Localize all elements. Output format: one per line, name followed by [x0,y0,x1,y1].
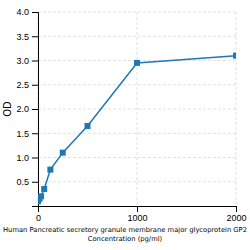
y-axis: 0.5 1.0 1.5 2.0 2.5 3.0 3.5 4.0 [16,7,38,206]
tick-mark [32,12,38,13]
tick-label: 2000 [226,213,246,223]
marker [85,123,91,129]
tick-label: 3.0 [16,56,29,66]
tick-label: 1.5 [16,129,29,139]
tick: 1.5 [16,129,38,139]
tick: 1.0 [16,153,38,163]
tick-mark [137,206,138,212]
tick: 0.5 [16,177,38,187]
y-axis-title: OD [2,101,13,117]
tick-mark [32,158,38,159]
tick: 2.5 [16,80,38,90]
tick-label: 1.0 [16,153,29,163]
tick: 2.0 [16,104,38,114]
grid-line [38,36,236,37]
x-axis-title-line: Human Pancreatic secretory granule membr… [3,226,247,234]
chart: 0 1000 2000 0.5 1.0 1.5 2.0 2.5 3.0 3.5 4.0 Human P… [0,0,250,250]
tick: 1000 [127,206,147,223]
plot: 0 1000 2000 0.5 1.0 1.5 2.0 2.5 3.0 3.5 4.0 [16,7,246,223]
marker [41,186,47,192]
marks [38,53,236,205]
tick-label: 0 [36,213,41,223]
tick-label: 3.5 [16,32,29,42]
marker [60,150,66,156]
marker [233,53,236,59]
tick-label: 4.0 [16,7,29,17]
tick-mark [32,109,38,110]
tick-label: 2.0 [16,104,29,114]
marker [38,193,44,199]
tick-label: 2.5 [16,80,29,90]
marker [47,167,53,173]
tick-label: 0.5 [16,177,29,187]
tick-label: 1000 [127,213,147,223]
tick: 2000 [226,206,246,223]
tick-mark [32,61,38,62]
tick: 3.5 [16,32,38,42]
axis-line [32,13,39,207]
x-axis-title-line: Concentration (pg/ml) [88,235,163,243]
tick-mark [32,182,38,183]
tick: 4.0 [16,7,38,17]
tick-mark [32,36,38,37]
marker [134,60,140,66]
grid [38,12,236,206]
axis-line [39,207,237,213]
tick: 3.0 [16,56,38,66]
grid-line [137,12,138,206]
line [38,56,236,202]
x-axis-title: Human Pancreatic secretory granule membr… [3,226,247,243]
tick-mark [32,133,38,134]
tick-mark [236,206,237,212]
tick-mark [32,85,38,86]
tick: 0 [36,206,41,223]
x-axis: 0 1000 2000 [36,206,247,223]
grid-line [236,12,237,206]
